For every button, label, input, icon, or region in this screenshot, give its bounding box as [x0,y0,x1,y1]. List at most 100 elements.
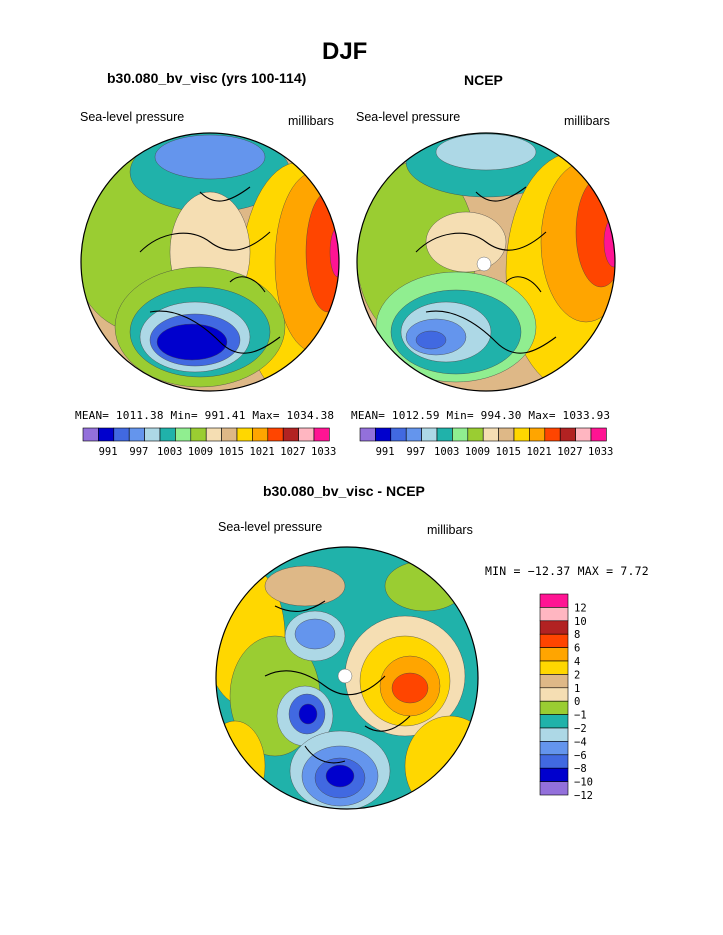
panel-2-colorbar: 991 997 1003 1009 1015 1021 1027 1033 [359,427,613,458]
panel-2-colorbar-swatch [559,427,576,442]
panel-1-colorbar-tick-label: 1021 [249,446,274,458]
diff-polar-map [215,546,479,810]
diff-colorbar-tick-label: 12 [574,602,587,614]
panel-2-colorbar-tick-label: 1003 [434,446,459,458]
diff-colorbar-tick-label: 10 [574,616,587,628]
contour-region [384,560,466,612]
diff-colorbar-swatch [539,741,569,756]
panel-2-colorbar-tick-label: 1021 [526,446,551,458]
map-boundary [80,132,340,392]
diff-colorbar-swatch [539,593,569,608]
diff-colorbar-swatch [539,781,569,796]
map-boundary [215,546,479,810]
panel-1-colorbar-tick-label: 1033 [311,446,336,458]
diff-stats: MIN = −12.37 MAX = 7.72 [485,564,649,578]
diff-colorbar-tick-label: −4 [574,736,587,748]
panel-2-colorbar-tick-label: 1009 [465,446,490,458]
panel-1-colorbar-swatch [144,427,161,442]
panel-1-colorbar-swatch [190,427,207,442]
panel-1-colorbar-swatch [175,427,192,442]
panel-1-colorbar-swatch [252,427,269,442]
diff-colorbar-tick-label: 8 [574,629,580,641]
contour-region [404,715,478,809]
panel-1-colorbar-swatch [298,427,315,442]
diff-colorbar-tick-label: −12 [574,790,593,802]
contour-region [154,134,266,180]
panel-2-polar-map [356,132,616,392]
diff-colorbar-tick-label: −1 [574,710,587,722]
diff-colorbar-tick-label: 2 [574,669,580,681]
contour-region [337,668,353,684]
panel-2-colorbar-swatch [498,427,515,442]
map-boundary [356,132,616,392]
diff-colorbar-tick-label: −6 [574,750,587,762]
panel-2-colorbar-swatch [467,427,484,442]
contour-region [264,565,346,607]
diff-variable-label: Sea-level pressure [218,520,323,534]
panel-1-colorbar-tick-label: 997 [129,446,148,458]
coastline [139,186,281,354]
contour-region [415,330,447,350]
panel-2-colorbar-swatch [405,427,422,442]
panel-2-colorbar-swatch [482,427,499,442]
diff-colorbar-swatch [539,700,569,715]
panel-2-colorbar-swatch [529,427,546,442]
diff-colorbar-swatch [539,620,569,635]
contour-region [294,618,336,650]
panel-2-colorbar-swatch [421,427,438,442]
panel-2-colorbar-tick-label: 1015 [496,446,521,458]
contour-region [575,176,615,288]
panel-2-colorbar-swatch [375,427,392,442]
panel-1-colorbar-swatch [205,427,222,442]
panel-2-colorbar-swatch [359,427,376,442]
contour-region [425,211,507,273]
panel-1-colorbar-swatch [282,427,299,442]
panel-1-colorbar-swatch [221,427,238,442]
panel-2-colorbar-swatch [544,427,561,442]
panel-1-colorbar-swatch [159,427,176,442]
contour-region [325,764,355,788]
panel-1-colorbar-swatch [128,427,145,442]
contour-field [81,133,339,391]
panel-1-colorbar-swatch [313,427,330,442]
diff-units-label: millibars [427,523,473,537]
contour-region [476,256,492,272]
diff-colorbar-tick-label: −8 [574,763,587,775]
contour-region [298,703,318,725]
contour-region [216,720,266,809]
panel-1-stats: MEAN= 1011.38 Min= 991.41 Max= 1034.38 [75,409,335,422]
panel-1-polar-map [80,132,340,392]
panel-1-colorbar-swatch [82,427,99,442]
diff-colorbar-tick-label: 4 [574,656,580,668]
panel-1-colorbar-swatch [236,427,253,442]
panel-1-colorbar-swatch [267,427,284,442]
diff-colorbar-swatch [539,660,569,675]
panel-2-colorbar-swatch [513,427,530,442]
diff-colorbar-swatch [539,767,569,782]
panel-2-colorbar-swatch [575,427,592,442]
panel-1-colorbar-tick-label: 1009 [188,446,213,458]
diff-colorbar-swatch [539,754,569,769]
diff-colorbar-swatch [539,633,569,648]
contour-region [156,323,228,361]
panel-2-colorbar-swatch [390,427,407,442]
panel-2-stats: MEAN= 1012.59 Min= 994.30 Max= 1033.93 [351,409,611,422]
panel-1-colorbar-tick-label: 1015 [219,446,244,458]
panel-1-title: b30.080_bv_visc (yrs 100-114) [107,70,307,86]
panel-2-units-label: millibars [564,114,610,128]
diff-colorbar-tick-label: −10 [574,777,593,789]
contour-region [435,133,537,171]
diff-colorbar-tick-label: 1 [574,683,580,695]
diff-colorbar-tick-label: 0 [574,696,580,708]
panel-2-variable-label: Sea-level pressure [356,110,461,124]
diff-colorbar-swatch [539,674,569,689]
panel-2-colorbar-swatch [590,427,607,442]
contour-region [329,226,339,278]
panel-2-colorbar-tick-label: 1033 [588,446,613,458]
diff-colorbar-tick-label: 6 [574,643,580,655]
diff-colorbar-swatch [539,607,569,622]
panel-1-colorbar: 991 997 1003 1009 1015 1021 1027 1033 [82,427,336,458]
diff-colorbar-tick-label: −2 [574,723,587,735]
panel-2-title: NCEP [464,72,503,88]
